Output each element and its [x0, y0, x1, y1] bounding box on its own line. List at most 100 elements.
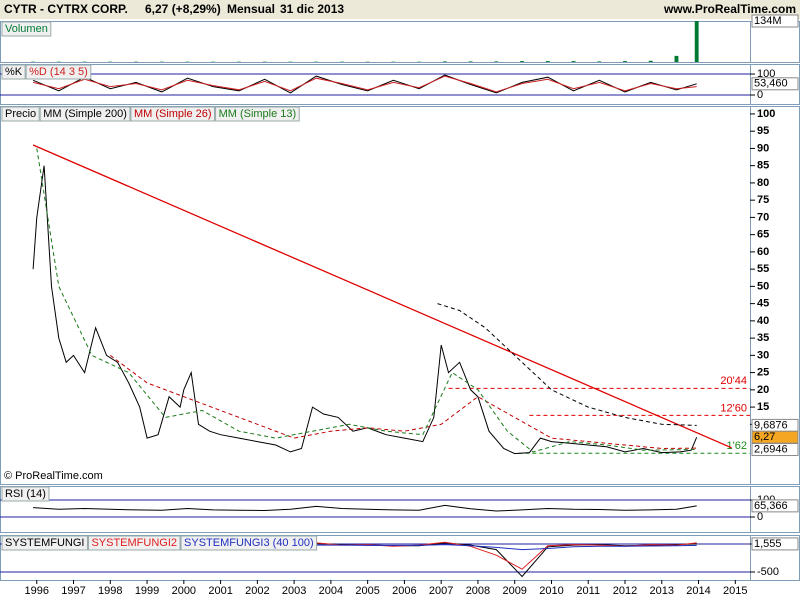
x-tick-label: 2007: [429, 585, 453, 597]
series-line: [32, 75, 697, 93]
x-tick-label: 1996: [25, 585, 49, 597]
y-tick-label: 100: [757, 68, 775, 80]
x-tick-label: 2003: [282, 585, 306, 597]
y-tick-label: 45: [757, 298, 769, 310]
y-tick-label: 15: [757, 401, 769, 413]
legend-tab: [1, 486, 50, 502]
y-tick-label: 80: [757, 177, 769, 189]
value-box: [751, 537, 799, 551]
value-box-label: 65,366: [754, 500, 788, 512]
x-tick-label: 2015: [723, 585, 747, 597]
x-tick-label: 2000: [172, 585, 196, 597]
value-box-label: 53,460: [754, 78, 788, 90]
value-box: [751, 77, 799, 91]
copyright: © ProRealTime.com: [4, 470, 103, 482]
value-box-label: 9,6876: [754, 419, 788, 431]
x-tick-label: 2012: [613, 585, 637, 597]
legend-tab: [1, 106, 40, 122]
y-tick-label: 90: [757, 142, 769, 154]
y-tick-label: 50: [757, 280, 769, 292]
x-tick-label: 1998: [98, 585, 122, 597]
y-tick-label: 85: [757, 160, 769, 172]
site: www.ProRealTime.com: [663, 2, 796, 16]
y-tick-label: 0: [757, 89, 763, 101]
series-line: [32, 165, 698, 455]
x-tick-label: 2013: [650, 585, 674, 597]
date: 31 dic 2013: [280, 2, 344, 16]
level-label: 20'44: [720, 375, 747, 387]
volume-bar: [468, 61, 473, 62]
y-tick-label: 25: [757, 367, 769, 379]
y-tick-label: -500: [757, 566, 779, 578]
symbol: CYTR - CYTRX CORP.: [4, 2, 128, 16]
legend-entry: Volumen: [5, 23, 48, 35]
legend-tab: [1, 21, 52, 37]
volume-bar: [674, 55, 679, 62]
x-tick-label: 2006: [392, 585, 416, 597]
x-tick-label: 2008: [466, 585, 490, 597]
volume-bar: [442, 61, 447, 62]
volume-bar: [520, 61, 524, 62]
y-tick-label: 95: [757, 125, 769, 137]
legend-entry: MM (Simple 13): [219, 108, 297, 120]
value-box: [751, 443, 799, 457]
trendline: [32, 144, 732, 449]
legend-entry: SYSTEMFUNGI2: [91, 537, 177, 549]
x-tick-label: 2010: [539, 585, 563, 597]
x-tick-label: 1997: [61, 585, 85, 597]
value-box: [751, 499, 799, 513]
legend-tab: [87, 535, 181, 551]
header-bar: [0, 0, 800, 19]
y-tick-label: 65: [757, 229, 769, 241]
y-tick-label: 40: [757, 315, 769, 327]
y-tick-label: 75: [757, 194, 769, 206]
legend-entry: SYSTEMFUNGI3 (40 100): [184, 537, 314, 549]
legend-tab: [25, 64, 92, 80]
x-tick-label: 2004: [319, 585, 343, 597]
level-label: 1'62: [727, 440, 747, 452]
series-line: [437, 303, 697, 426]
volume-bar: [571, 61, 576, 62]
legend-tab: [215, 106, 300, 122]
x-tick-label: 2009: [502, 585, 526, 597]
legend-entry: MM (Simple 200): [43, 108, 127, 120]
quote: 6,27 (+8,29%): [145, 2, 221, 16]
legend-tab: [1, 535, 88, 551]
y-tick-label: 0: [757, 511, 763, 523]
legend-tab: [1, 64, 26, 80]
level-label: 12'60: [720, 402, 747, 414]
volume-bar: [545, 61, 550, 62]
legend-tab: [130, 106, 216, 122]
legend-entry: %D (14 3 5): [29, 66, 88, 78]
legend-entry: MM (Simple 26): [134, 108, 212, 120]
y-tick-label: 30: [757, 349, 769, 361]
x-tick-label: 2002: [245, 585, 269, 597]
legend-entry: SYSTEMFUNGI: [5, 537, 84, 549]
volume-bar: [648, 60, 653, 62]
y-tick-label: 55: [757, 263, 769, 275]
volume-bar: [623, 61, 627, 62]
legend-entry: RSI (14): [5, 488, 46, 500]
value-box-label: 6,27: [754, 431, 775, 443]
x-tick-label: 1999: [135, 585, 159, 597]
x-tick-label: 2014: [686, 585, 710, 597]
series-line: [33, 504, 697, 512]
y-tick-label: 70: [757, 211, 769, 223]
value-box-label: 1,555: [754, 538, 782, 550]
y-tick-label: 60: [757, 246, 769, 258]
value-box: [751, 14, 799, 28]
volume-bar: [494, 61, 499, 62]
legend-tab: [39, 106, 131, 122]
y-tick-label: 20: [757, 384, 769, 396]
period: Mensual: [227, 2, 275, 16]
value-box-label: 2,6946: [754, 443, 788, 455]
x-tick-label: 2001: [208, 585, 232, 597]
legend-entry: Precio: [5, 108, 36, 120]
volume-bar: [694, 21, 699, 62]
x-tick-label: 2005: [355, 585, 379, 597]
value-box-label: 134M: [754, 15, 782, 27]
volume-bar: [597, 61, 602, 62]
y-tick-label: 100: [757, 108, 775, 120]
x-tick-label: 2011: [576, 585, 600, 597]
